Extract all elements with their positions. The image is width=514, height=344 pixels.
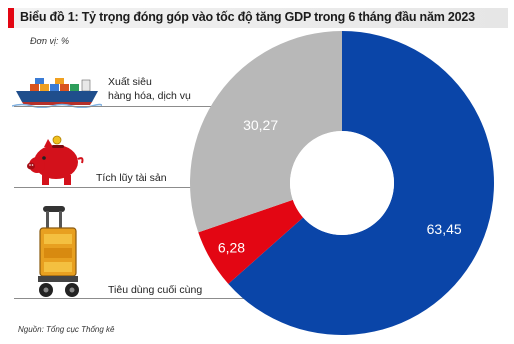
divider-accumulation [14,187,194,188]
slice-consumption [189,31,342,233]
cargo-ship-icon [12,78,102,108]
unit-label: Đơn vị: % [30,36,69,46]
category-label-consumption-line1: Tiêu dùng cuối cùng [108,284,203,296]
category-label-export-line1: Xuất siêu [108,76,152,88]
divider-consumption [14,298,264,299]
divider-export [14,106,236,107]
category-label-accumulation-line1: Tích lũy tài sản [96,172,167,184]
category-label-export: Xuất siêu hàng hóa, dịch vụ [108,75,191,103]
category-label-accumulation: Tích lũy tài sản [96,171,167,185]
title-accent-bar [8,8,14,28]
shopping-cart-icon [38,206,79,297]
value-label-export: 63,45 [427,221,462,237]
chart-title-bar: Biểu đồ 1: Tỷ trọng đóng góp vào tốc độ … [8,8,508,28]
piggy-bank-icon [27,135,84,185]
category-label-consumption: Tiêu dùng cuối cùng [108,283,202,297]
value-label-accumulation: 6,28 [218,240,245,256]
value-label-consumption: 30,27 [243,117,278,133]
slice-export [228,31,495,335]
slice-accumulation [198,199,304,284]
source-note: Nguồn: Tổng cục Thống kê [18,325,115,334]
category-label-export-line2: hàng hóa, dịch vụ [108,90,191,102]
chart-title: Biểu đồ 1: Tỷ trọng đóng góp vào tốc độ … [20,10,475,24]
donut-hole [290,131,394,235]
